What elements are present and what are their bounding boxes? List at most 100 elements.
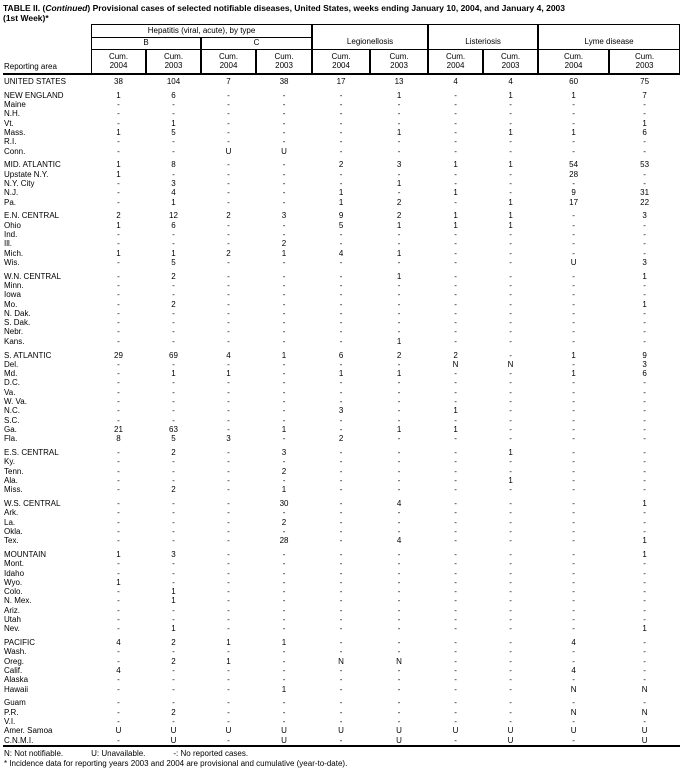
value-cell: - xyxy=(397,466,401,476)
value-cell: - xyxy=(643,415,646,425)
value-cell: - xyxy=(572,336,575,346)
value-cell: 9 xyxy=(338,211,344,221)
value-cell: - xyxy=(227,577,230,587)
value-cell: - xyxy=(339,596,343,606)
value-cell: - xyxy=(172,169,175,179)
value-cell: - xyxy=(339,109,343,119)
value-cell: 6 xyxy=(642,369,647,379)
value-cell: 2 xyxy=(396,197,402,207)
value-cell: U xyxy=(170,735,177,745)
value-cell: - xyxy=(397,508,401,518)
table-row: Ill. - - - 2 - - - - - - xyxy=(3,239,680,248)
value-cell: - xyxy=(227,327,230,337)
table-row: N. Mex. - 1 - - - - - - - - xyxy=(3,596,680,605)
value-cell: - xyxy=(572,624,575,634)
value-cell: - xyxy=(282,675,286,685)
value-cell: - xyxy=(397,615,401,625)
value-cell: 4 xyxy=(338,248,344,258)
value-cell: - xyxy=(572,735,575,745)
footnote-unavailable: U: Unavailable. xyxy=(91,748,146,758)
value-cell: - xyxy=(339,536,343,546)
value-cell: - xyxy=(397,526,401,536)
value-cell: - xyxy=(572,109,575,119)
reporting-area-cell: S. ATLANTIC xyxy=(4,350,52,360)
value-cell: - xyxy=(643,229,646,239)
value-cell: - xyxy=(643,717,646,726)
value-cell: - xyxy=(227,517,230,527)
value-cell: - xyxy=(397,290,401,300)
value-cell: - xyxy=(454,280,457,290)
footnote-no-reported-cases: -: No reported cases. xyxy=(173,748,249,758)
value-cell: - xyxy=(643,485,646,495)
value-cell: - xyxy=(643,434,646,444)
table-row: Ohio 1 6 - - 5 1 1 1 - - xyxy=(3,221,680,230)
reporting-area-cell: N. Dak. xyxy=(4,308,31,318)
header-cum-col-3: Cum. 2003 xyxy=(256,50,313,75)
value-cell: - xyxy=(454,577,457,587)
value-cell: - xyxy=(643,675,646,685)
value-cell: - xyxy=(572,137,575,147)
value-cell: - xyxy=(172,666,175,676)
value-cell: U xyxy=(225,726,232,736)
value-cell: 1 xyxy=(338,197,344,207)
table-row: Guam - - - - - - - - - - xyxy=(3,698,680,707)
reporting-area-cell: S.C. xyxy=(4,415,20,425)
reporting-area-cell: Vt. xyxy=(4,118,14,128)
table-row: Wyo. 1 - - - - - - - - - xyxy=(3,578,680,587)
value-cell: 1 xyxy=(396,369,402,379)
table-row: S. ATLANTIC 29 69 4 1 6 2 2 - 1 9 xyxy=(3,351,680,360)
value-cell: - xyxy=(454,336,457,346)
value-cell: - xyxy=(509,109,512,119)
page-title-line2: (1st Week)* xyxy=(3,13,49,23)
value-cell: - xyxy=(572,517,575,527)
page-title: TABLE II. (Continued) Provisional cases … xyxy=(3,3,679,13)
value-cell: 5 xyxy=(171,434,176,444)
table-row: Wis. - 5 - - - - - - U 3 xyxy=(3,258,680,267)
value-cell: - xyxy=(454,615,457,625)
value-cell: U xyxy=(281,726,287,736)
value-cell: - xyxy=(509,229,512,239)
value-cell: 63 xyxy=(169,424,178,434)
value-cell: - xyxy=(227,308,230,318)
reporting-area-cell: Ark. xyxy=(4,508,19,518)
table-row: Nev. - 1 - - - - - - - 1 xyxy=(3,624,680,633)
value-cell: - xyxy=(339,549,343,559)
table-row: Tex. - - - 28 - 4 - - - 1 xyxy=(3,536,680,545)
value-cell: - xyxy=(339,647,343,657)
value-cell: - xyxy=(117,271,120,281)
value-cell: 3 xyxy=(171,549,176,559)
value-cell: - xyxy=(509,638,512,648)
value-cell: - xyxy=(454,735,457,745)
value-cell: - xyxy=(227,457,230,467)
value-cell: - xyxy=(454,559,457,569)
table-row: MID. ATLANTIC 1 8 - - 2 3 1 1 54 53 xyxy=(3,160,680,169)
table-row: Wash. - - - - - - - - - - xyxy=(3,647,680,656)
value-cell: - xyxy=(339,127,343,137)
value-cell: - xyxy=(339,447,343,457)
reporting-area-cell: N.J. xyxy=(4,188,19,198)
value-cell: - xyxy=(339,378,343,388)
reporting-area-cell: Kans. xyxy=(4,336,25,346)
value-cell: - xyxy=(509,415,512,425)
value-cell: 2 xyxy=(171,271,176,281)
value-cell: - xyxy=(572,211,575,221)
value-cell: - xyxy=(454,257,457,267)
reporting-area-cell: E.S. CENTRAL xyxy=(4,447,59,457)
value-cell: 1 xyxy=(281,248,287,258)
value-cell: - xyxy=(643,169,646,179)
table-row: Pa. - 1 - - 1 2 - 1 17 22 xyxy=(3,198,680,207)
value-cell: - xyxy=(339,587,343,597)
value-cell: - xyxy=(339,735,343,745)
value-cell: 104 xyxy=(166,77,181,86)
value-cell: - xyxy=(643,568,646,578)
value-cell: - xyxy=(282,169,286,179)
value-cell: 1 xyxy=(396,220,402,230)
value-cell: - xyxy=(172,137,175,147)
value-cell: - xyxy=(397,137,401,147)
table-row: Amer. Samoa U U U U U U U U U U xyxy=(3,726,680,735)
value-cell: 1 xyxy=(116,127,121,137)
value-cell: - xyxy=(572,359,575,369)
value-cell: - xyxy=(454,638,457,648)
value-cell: - xyxy=(643,698,646,708)
value-cell: - xyxy=(227,109,230,119)
